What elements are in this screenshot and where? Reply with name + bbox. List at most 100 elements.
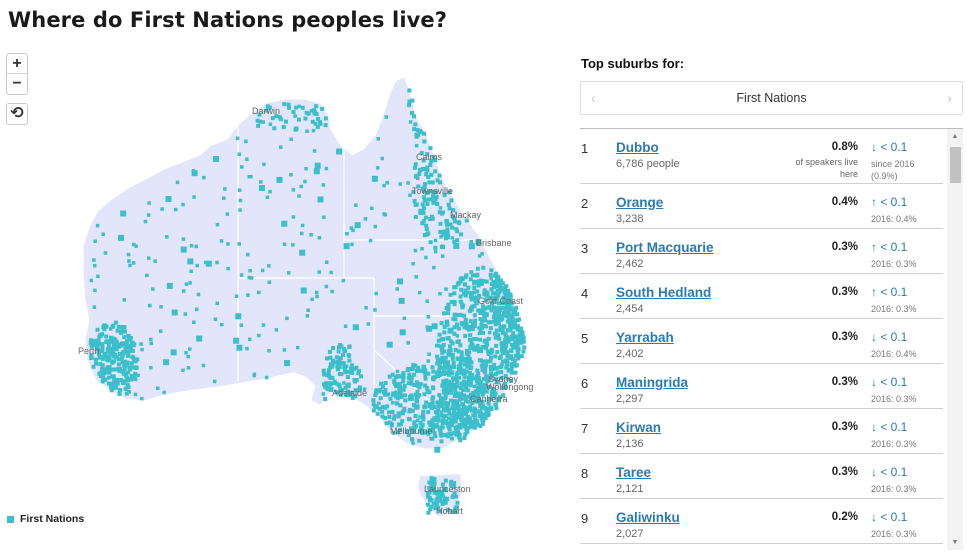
population-dot <box>447 411 452 416</box>
population-dot <box>196 335 203 342</box>
population-dot <box>439 347 444 352</box>
suburb-list[interactable]: 1 Dubbo 6,786 people 0.8% of speakers li… <box>580 128 963 550</box>
population-dot <box>425 152 430 157</box>
population-dot <box>91 364 96 369</box>
population-dot <box>368 238 373 243</box>
population-dot <box>515 327 520 332</box>
population-dot <box>489 347 494 352</box>
population-dot <box>151 287 155 291</box>
population-dot <box>448 432 453 436</box>
population-dot <box>421 409 426 414</box>
population-dot <box>431 487 436 492</box>
population-dot <box>503 337 508 342</box>
population-dot <box>493 317 498 322</box>
population-dot <box>446 507 451 512</box>
population-dot <box>469 365 474 370</box>
population-dot <box>363 217 368 221</box>
next-arrow-icon[interactable]: › <box>947 90 952 106</box>
population-dot <box>488 326 493 331</box>
population-dot <box>487 305 492 310</box>
population-dot <box>440 211 444 216</box>
population-dot <box>201 363 206 368</box>
population-dot <box>255 118 260 123</box>
population-dot <box>472 384 477 389</box>
population-dot <box>103 377 108 382</box>
suburb-link[interactable]: Port Macquarie <box>616 240 714 255</box>
population-dot <box>445 381 450 386</box>
population-dot <box>430 418 435 423</box>
population-dot <box>493 402 498 407</box>
population-dot <box>450 214 455 219</box>
zoom-in-button[interactable]: + <box>7 54 27 74</box>
population-dot <box>440 229 445 234</box>
suburb-row: 1 Dubbo 6,786 people 0.8% of speakers li… <box>580 129 943 184</box>
population-dot <box>112 382 117 387</box>
population-dot <box>511 344 516 349</box>
population-dot <box>111 359 116 364</box>
population-dot <box>96 274 100 279</box>
change-value: ↑ < 0.1 <box>871 240 908 254</box>
population-dot <box>505 319 510 324</box>
population-dot <box>486 349 490 354</box>
population-dot <box>506 368 511 373</box>
change-note: since 2016 (0.9%) <box>871 159 915 181</box>
suburb-link[interactable]: Yarrabah <box>616 330 674 345</box>
population-dots <box>88 88 527 515</box>
population-dot <box>493 331 497 336</box>
population-dot <box>270 116 275 121</box>
population-dot <box>339 344 344 349</box>
population-dot <box>488 272 493 277</box>
population-dot <box>397 422 401 427</box>
australia-map[interactable]: Darwin Townsville Mackay Brisbane Gold C… <box>40 60 560 530</box>
population-dot <box>486 377 490 382</box>
percentage-note: of speakers live here <box>795 157 858 179</box>
suburb-link[interactable]: Taree <box>616 465 652 480</box>
population-dot <box>119 356 124 361</box>
people-count: 2,121 <box>616 483 644 495</box>
population-dot <box>343 368 347 373</box>
population-dot <box>417 368 422 373</box>
population-dot <box>126 378 130 383</box>
population-dot <box>464 218 469 223</box>
population-dot <box>418 415 422 419</box>
suburb-link[interactable]: Kirwan <box>616 420 662 435</box>
population-dot <box>448 222 453 227</box>
population-dot <box>456 220 461 225</box>
suburb-link[interactable]: Orange <box>616 195 664 210</box>
population-dot <box>93 288 97 293</box>
suburb-link[interactable]: Maningrida <box>616 375 689 390</box>
population-dot <box>455 334 460 338</box>
reset-view-icon[interactable]: ⟲ <box>6 103 28 125</box>
population-dot <box>427 420 432 425</box>
population-dot <box>515 324 520 329</box>
population-dot <box>402 406 407 411</box>
population-dot <box>352 324 359 331</box>
previous-arrow-icon[interactable]: ‹ <box>591 90 596 106</box>
population-dot <box>120 369 125 373</box>
suburb-link[interactable]: Dubbo <box>616 140 659 155</box>
population-dot <box>443 499 448 504</box>
scroll-up-icon[interactable]: ▲ <box>951 133 959 140</box>
population-dot <box>326 368 331 373</box>
population-dot <box>463 333 468 338</box>
population-dot <box>325 356 329 361</box>
scroll-down-icon[interactable]: ▼ <box>951 539 959 546</box>
population-dot <box>434 498 439 503</box>
population-dot <box>504 295 509 300</box>
population-dot <box>237 242 241 246</box>
scroll-thumb[interactable] <box>950 147 961 183</box>
population-dot <box>424 172 429 177</box>
population-dot <box>475 347 480 352</box>
population-dot <box>127 365 132 370</box>
list-scrollbar[interactable]: ▲ ▼ <box>947 129 963 550</box>
people-count: 2,462 <box>616 258 644 270</box>
population-dot <box>472 290 477 295</box>
suburb-link[interactable]: Galiwinku <box>616 510 680 525</box>
population-dot <box>411 190 416 194</box>
rank-number: 7 <box>581 421 589 436</box>
population-dot <box>420 202 425 207</box>
zoom-out-button[interactable]: − <box>12 75 22 92</box>
population-dot <box>438 431 443 436</box>
suburb-link[interactable]: South Hedland <box>616 285 712 300</box>
population-dot <box>481 418 486 423</box>
